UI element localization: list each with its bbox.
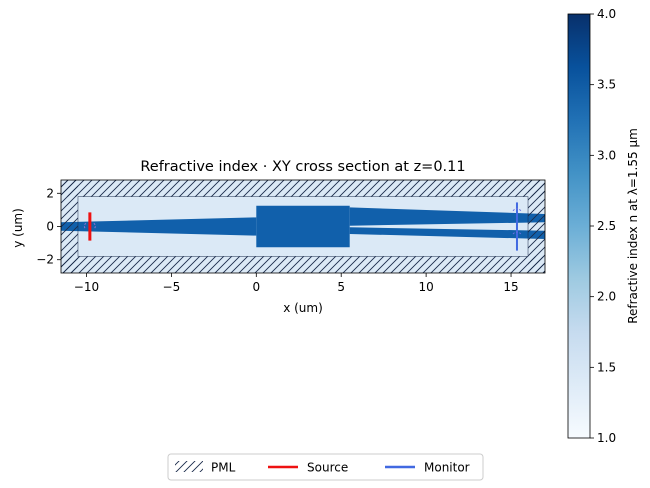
x-tick-label: 10 bbox=[418, 280, 433, 294]
x-axis: −10 −5 0 5 10 15 bbox=[74, 273, 519, 294]
colorbar-tick-label: 4.0 bbox=[597, 7, 616, 21]
structure-upper-output-taper bbox=[349, 207, 545, 226]
x-tick-label: −10 bbox=[74, 280, 99, 294]
legend-frame bbox=[167, 453, 484, 481]
legend-swatch-hatch bbox=[175, 461, 203, 472]
colorbar-tick-label: 2.5 bbox=[597, 219, 616, 233]
colorbar: 1.0 1.5 2.0 2.5 3.0 3.5 4.0 Refractive index n… bbox=[567, 7, 640, 445]
legend-entry-monitor: Monitor bbox=[385, 461, 470, 475]
x-tick-label: −5 bbox=[163, 280, 181, 294]
pml-left bbox=[61, 180, 78, 273]
colorbar-label: Refractive index n at λ=1.55 µm bbox=[626, 128, 640, 324]
y-tick-label: −2 bbox=[36, 253, 54, 267]
monitor-marker-1 bbox=[512, 208, 522, 212]
colorbar-tick-label: 1.0 bbox=[597, 431, 616, 445]
source-monitor-layer bbox=[83, 202, 522, 251]
y-tick-label: 2 bbox=[46, 186, 54, 200]
monitor-marker-2 bbox=[512, 231, 522, 235]
x-tick-label: 15 bbox=[503, 280, 518, 294]
y-tick-label: 0 bbox=[46, 220, 54, 234]
colorbar-tick-label: 3.5 bbox=[597, 78, 616, 92]
colorbar-tick-label: 3.0 bbox=[597, 148, 616, 162]
pml-bottom bbox=[61, 256, 545, 273]
structure-lower-output-taper bbox=[349, 227, 545, 239]
colorbar-gradient bbox=[567, 13, 591, 439]
legend-label: Source bbox=[307, 461, 348, 475]
legend-entry-pml: PML bbox=[175, 461, 236, 475]
plot-area bbox=[60, 179, 546, 274]
x-axis-label: x (um) bbox=[283, 301, 323, 315]
colorbar-tick-label: 1.5 bbox=[597, 360, 616, 374]
y-axis: −2 0 2 bbox=[36, 186, 61, 267]
pml-regions bbox=[61, 180, 545, 273]
colorbar-ticks: 1.0 1.5 2.0 2.5 3.0 3.5 4.0 bbox=[590, 7, 616, 445]
pml-boundary bbox=[77, 196, 529, 257]
source-direction-marker bbox=[83, 222, 96, 230]
pml-right bbox=[528, 180, 545, 273]
chart-title: Refractive index · XY cross section at z… bbox=[140, 159, 465, 175]
structure-mmi-body bbox=[256, 205, 350, 248]
legend-entry-source: Source bbox=[268, 461, 348, 475]
x-tick-label: 5 bbox=[337, 280, 345, 294]
structures bbox=[61, 205, 545, 248]
y-axis-label: y (um) bbox=[11, 208, 25, 248]
structure-input-taper bbox=[61, 217, 257, 236]
legend-label: Monitor bbox=[424, 461, 470, 475]
legend-label: PML bbox=[211, 461, 236, 475]
colorbar-tick-label: 2.0 bbox=[597, 290, 616, 304]
pml-top bbox=[61, 180, 545, 197]
x-tick-label: 0 bbox=[252, 280, 260, 294]
legend: PML Source Monitor bbox=[167, 453, 484, 481]
